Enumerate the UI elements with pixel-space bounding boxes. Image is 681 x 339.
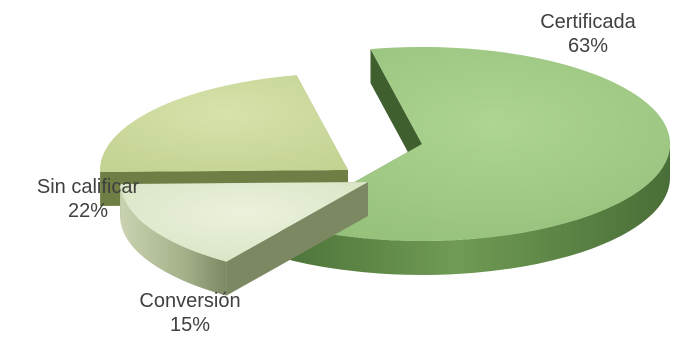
- slice-value-sin-calificar: 22%: [67, 200, 109, 222]
- slice-label-conversion: Conversión 15%: [120, 289, 260, 337]
- slice-certificada-top: [280, 46, 671, 241]
- slice-value-conversion: 15%: [169, 314, 211, 336]
- slice-conversion-top: [120, 182, 368, 262]
- slice-name-certificada: Certificada: [540, 11, 636, 33]
- slice-label-certificada: Certificada 63%: [528, 10, 648, 58]
- slice-name-conversion: Conversión: [139, 290, 241, 312]
- slice-name-sin-calificar: Sin calificar: [36, 176, 140, 198]
- slice-label-sin-calificar: Sin calificar 22%: [18, 175, 158, 223]
- slice-certificada-wall-0: [370, 49, 422, 178]
- slice-sin-calificar-top: [100, 75, 349, 172]
- slice-conversion: [120, 182, 368, 296]
- slice-conversion-side: [120, 184, 227, 296]
- slice-certificada-side: [280, 144, 670, 275]
- slice-value-certificada: 63%: [567, 35, 609, 57]
